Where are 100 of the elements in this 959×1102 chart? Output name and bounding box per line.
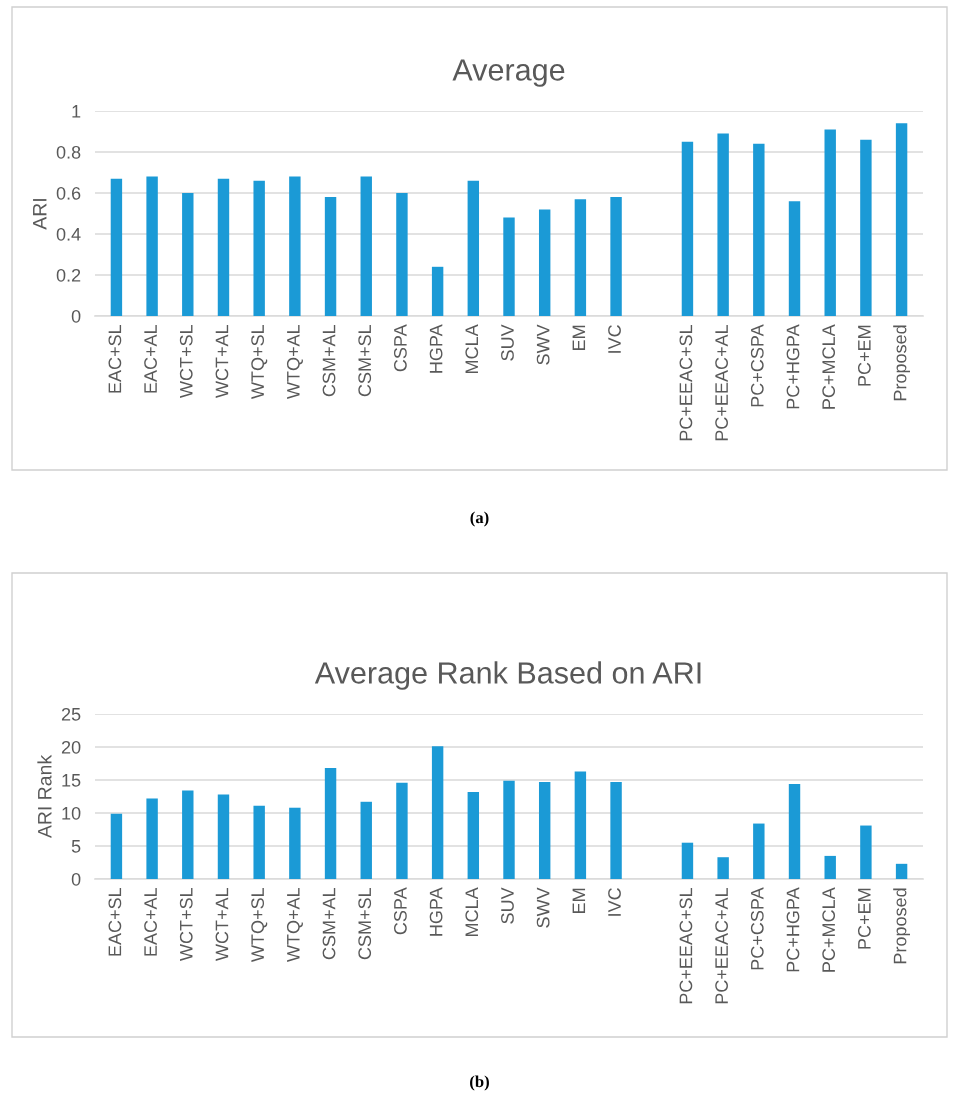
bar xyxy=(503,217,515,316)
bar xyxy=(788,201,801,316)
x-tick-label: MCLA xyxy=(465,887,479,937)
bar xyxy=(717,857,729,879)
x-tick-label: CSM+SL xyxy=(358,324,372,397)
bar xyxy=(217,794,230,879)
x-tick-label: WTQ+SL xyxy=(251,324,268,399)
bar xyxy=(146,176,158,316)
bar xyxy=(574,771,587,879)
bar xyxy=(289,176,301,316)
bar xyxy=(503,780,515,879)
x-tick-label: EAC+SL xyxy=(108,887,122,956)
x-tick-label: PC+EEAC+SL xyxy=(679,887,693,1004)
x-tick-label: EM xyxy=(572,325,586,350)
bar xyxy=(360,176,372,316)
y-tick-label: 15 xyxy=(62,774,81,787)
x-tick-label: CSPA xyxy=(393,887,407,935)
bar xyxy=(217,178,230,316)
y-tick-label: 0 xyxy=(71,309,81,323)
chart-title: Average Rank Based on ARI xyxy=(314,661,701,690)
x-tick-label: EAC+SL xyxy=(108,324,122,393)
x-tick-label: HGPA xyxy=(429,324,443,373)
bar xyxy=(253,180,265,316)
x-tick-label: HGPA xyxy=(429,887,443,936)
y-tick-label: 0.6 xyxy=(56,186,81,200)
bar xyxy=(788,783,801,879)
x-tick-label: WTQ+SL xyxy=(251,887,268,962)
bar xyxy=(110,178,123,316)
x-tick-label: PC+MCLA xyxy=(822,887,836,972)
x-tick-label: PC+HGPA xyxy=(786,887,800,972)
bar xyxy=(324,197,337,316)
x-tick-label: CSM+AL xyxy=(322,887,336,960)
x-tick-label: CSM+SL xyxy=(358,887,372,960)
y-axis-title: ARI xyxy=(33,199,47,230)
bar xyxy=(467,180,480,316)
bar xyxy=(681,842,694,879)
y-tick-label: 10 xyxy=(62,806,81,820)
y-tick-label: 1 xyxy=(72,105,81,118)
bar xyxy=(431,746,444,879)
y-tick-label: 0.2 xyxy=(56,268,81,282)
bar xyxy=(681,141,694,316)
x-tick-label: WTQ+AL xyxy=(286,324,303,399)
bar xyxy=(396,782,408,879)
bar xyxy=(360,801,372,879)
bar xyxy=(431,266,444,316)
x-tick-label: PC+CSPA xyxy=(750,324,764,407)
x-tick-label: Proposed xyxy=(893,888,910,964)
x-tick-label: EAC+AL xyxy=(144,324,157,393)
x-tick-label: CSPA xyxy=(393,324,407,372)
x-tick-label: IVC xyxy=(608,325,621,353)
x-tick-label: PC+MCLA xyxy=(822,324,836,409)
y-tick-label: 5 xyxy=(71,840,81,853)
y-tick-label: 0.4 xyxy=(56,227,81,241)
bar xyxy=(110,813,123,879)
x-tick-label: WCT+AL xyxy=(215,324,229,398)
x-tick-label: CSM+AL xyxy=(322,324,336,397)
x-tick-label: PC+EEAC+AL xyxy=(715,324,728,441)
x-tick-label: PC+EM xyxy=(857,888,871,949)
bar xyxy=(610,197,622,316)
bar xyxy=(860,139,872,316)
x-tick-label: WCT+SL xyxy=(179,887,193,961)
bar xyxy=(146,798,158,879)
bar xyxy=(396,193,408,316)
x-tick-label: SWV xyxy=(536,887,550,928)
bar xyxy=(538,781,551,879)
y-tick-label: 0.8 xyxy=(56,145,81,159)
x-tick-label: SWV xyxy=(536,324,550,365)
x-tick-label: EM xyxy=(572,888,586,913)
bar xyxy=(289,807,301,879)
y-axis-title: ARI Rank xyxy=(37,754,52,839)
bar xyxy=(610,781,622,879)
text: (a) xyxy=(470,511,489,527)
x-tick-label: MCLA xyxy=(465,324,479,374)
x-tick-label: WCT+SL xyxy=(179,324,193,398)
y-tick-label: 20 xyxy=(61,740,81,754)
x-tick-label: EAC+AL xyxy=(144,887,157,956)
text: (b) xyxy=(470,1075,489,1091)
y-tick-label: 0 xyxy=(71,872,81,886)
bar xyxy=(824,855,836,879)
bar xyxy=(574,199,587,316)
x-tick-label: Proposed xyxy=(893,325,910,401)
x-tick-label: PC+HGPA xyxy=(786,324,800,409)
bar xyxy=(182,790,194,879)
bar xyxy=(182,193,194,316)
bar xyxy=(253,805,265,879)
x-tick-label: PC+EEAC+SL xyxy=(679,324,693,441)
x-tick-label: SUV xyxy=(501,887,514,924)
bar xyxy=(824,129,836,316)
x-tick-label: PC+EM xyxy=(857,325,871,386)
bar xyxy=(717,133,729,316)
bar xyxy=(538,209,551,316)
bar xyxy=(895,863,908,879)
x-tick-label: PC+EEAC+AL xyxy=(715,887,728,1004)
bar xyxy=(753,823,765,879)
x-tick-label: WTQ+AL xyxy=(286,887,303,962)
bar xyxy=(895,123,908,316)
x-tick-label: SUV xyxy=(501,324,514,361)
x-tick-label: WCT+AL xyxy=(215,887,229,961)
bar xyxy=(467,791,480,879)
bar xyxy=(860,825,872,879)
